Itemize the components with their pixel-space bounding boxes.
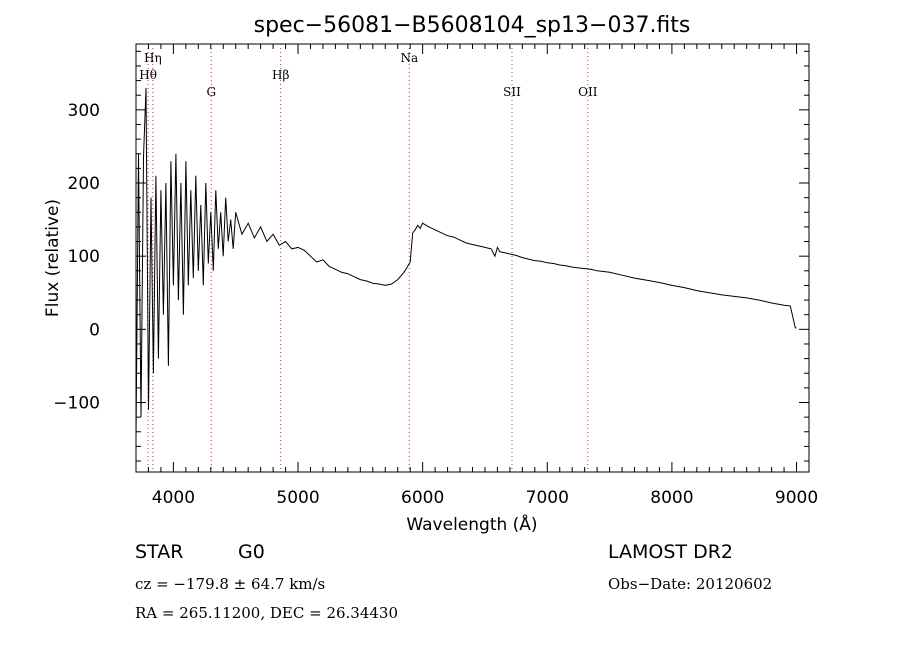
x-tick-label: 5000	[276, 488, 319, 508]
coordinates: RA = 265.11200, DEC = 26.34430	[135, 604, 399, 622]
spectrum-layer	[135, 87, 797, 440]
line-marker-label: Na	[400, 51, 418, 65]
axis-tick-layer: 4000 5000 6000 7000 8000 9000 −100 0 100 200 300	[53, 44, 818, 508]
line-marker-label: Hη	[144, 51, 162, 65]
survey-name: LAMOST DR2	[608, 541, 733, 563]
y-axis-label: Flux (relative)	[43, 199, 63, 317]
y-tick-label: 100	[68, 247, 100, 267]
object-class: STAR	[135, 541, 184, 563]
line-marker-label: OII	[578, 85, 598, 99]
x-tick-label: 9000	[775, 488, 818, 508]
y-tick-label: 0	[89, 320, 100, 340]
spectrum-line	[135, 87, 797, 440]
line-marker-label: Hβ	[272, 68, 289, 82]
plot-frame	[135, 43, 810, 473]
obs-date: Obs−Date: 20120602	[608, 575, 773, 593]
line-marker-label: SII	[503, 85, 521, 99]
chart-title: spec−56081−B5608104_sp13−037.fits	[254, 13, 691, 38]
x-tick-label: 4000	[152, 488, 195, 508]
velocity-readout: cz = −179.8 ± 64.7 km/s	[135, 575, 326, 593]
x-tick-label: 6000	[401, 488, 444, 508]
line-marker-layer: Hη Hθ G Hβ Na SII OII	[139, 44, 598, 472]
x-axis-label: Wavelength (Å)	[406, 513, 537, 535]
y-tick-label: 300	[68, 101, 100, 121]
line-marker-label: Hθ	[139, 68, 157, 82]
object-subclass: G0	[238, 541, 265, 563]
y-tick-label: 200	[68, 174, 100, 194]
line-marker-label: G	[206, 85, 216, 99]
x-tick-label: 7000	[526, 488, 569, 508]
x-tick-label: 8000	[650, 488, 693, 508]
y-tick-label: −100	[53, 393, 100, 413]
